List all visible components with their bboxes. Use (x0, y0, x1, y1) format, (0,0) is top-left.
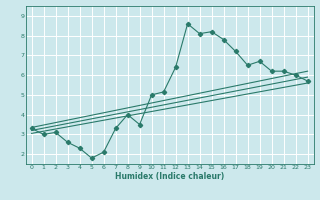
X-axis label: Humidex (Indice chaleur): Humidex (Indice chaleur) (115, 172, 224, 181)
